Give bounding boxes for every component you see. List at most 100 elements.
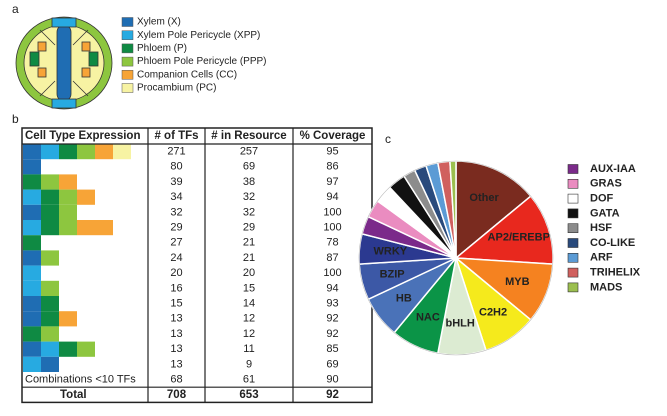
legend-swatch — [121, 17, 134, 27]
slice-label: WRKY — [374, 246, 408, 258]
legend-swatch — [121, 56, 134, 67]
table-cell: 257 — [240, 146, 258, 158]
expression-cell — [59, 174, 77, 190]
table-cell: 68 — [170, 374, 182, 386]
expression-cell — [23, 280, 41, 296]
table-cell: 13 — [170, 343, 182, 355]
table-cell: 94 — [326, 282, 338, 294]
table-cell: 61 — [243, 374, 255, 386]
slice-label: MYB — [505, 276, 530, 288]
expression-cell — [41, 174, 59, 190]
expression-cell — [23, 144, 41, 160]
table-cell: 92 — [326, 313, 338, 325]
expression-cell — [23, 189, 41, 205]
legend-swatch — [567, 238, 579, 248]
table-cell: 708 — [167, 389, 187, 401]
table-cell: 87 — [326, 252, 338, 264]
expression-cell — [23, 220, 41, 236]
expression-cell — [23, 159, 41, 175]
legend-swatch — [567, 164, 579, 174]
expression-cell — [23, 174, 41, 190]
slice-label: NAC — [416, 312, 440, 324]
expression-cell — [95, 220, 113, 236]
legend-label: CO-LIKE — [590, 237, 635, 249]
table-cell: 20 — [243, 267, 255, 279]
expression-cell — [41, 280, 59, 296]
expression-cell — [41, 296, 59, 312]
row-label: Combinations <10 TFs — [25, 374, 136, 386]
table-cell: 12 — [243, 328, 255, 340]
expression-cell — [41, 250, 59, 266]
table-cell: 14 — [243, 298, 255, 310]
expression-cell — [59, 341, 77, 357]
legend-label: Xylem (X) — [137, 17, 181, 28]
expression-cell — [113, 144, 131, 160]
legend-label: Phloem Pole Pericycle (PPP) — [137, 56, 267, 67]
expression-cell — [59, 144, 77, 160]
expression-cell — [23, 326, 41, 342]
table-cell: 29 — [243, 222, 255, 234]
root-section — [15, 16, 113, 110]
legend-swatch — [121, 43, 134, 54]
table-cell: 15 — [170, 298, 182, 310]
table-cell: 34 — [170, 191, 182, 203]
table-cell: 80 — [170, 161, 182, 173]
pie-outline — [358, 160, 554, 356]
legend-swatch — [121, 70, 134, 80]
expression-cell — [41, 311, 59, 327]
legend-label: DOF — [590, 193, 614, 205]
table-cell: 271 — [167, 146, 185, 158]
expression-cell — [23, 250, 41, 266]
table-cell: 97 — [326, 176, 338, 188]
expression-cell — [59, 189, 77, 205]
expression-cell — [41, 326, 59, 342]
expression-cell — [59, 220, 77, 236]
table-cell: 32 — [243, 191, 255, 203]
table-cell: 100 — [323, 267, 341, 279]
expression-cell — [41, 189, 59, 205]
legend-label: Phloem (P) — [137, 43, 187, 54]
legend-label: TRIHELIX — [590, 267, 641, 279]
legend-label: Xylem Pole Pericycle (XPP) — [137, 30, 260, 41]
table-header: % Coverage — [300, 130, 366, 142]
expression-cell — [77, 189, 95, 205]
legend-swatch — [567, 253, 579, 263]
table-header: # of TFs — [154, 130, 198, 142]
table-border — [21, 127, 373, 404]
expression-cell — [23, 265, 41, 281]
table-cell: 32 — [170, 206, 182, 218]
slice-label: HB — [396, 292, 412, 304]
table-cell: 92 — [326, 328, 338, 340]
table-cell: 94 — [326, 191, 338, 203]
legend-swatch — [121, 83, 134, 93]
panel-label: a — [12, 2, 19, 16]
slice-label: bHLH — [445, 318, 474, 330]
table-cell: 85 — [326, 343, 338, 355]
legend-swatch — [567, 208, 579, 219]
table-cell: 32 — [243, 206, 255, 218]
legend-label: MADS — [590, 281, 622, 293]
row-label: Total — [60, 389, 87, 401]
table-cell: 69 — [326, 358, 338, 370]
table-cell: 27 — [170, 237, 182, 249]
legend-swatch — [567, 223, 579, 233]
table-cell: 15 — [243, 282, 255, 294]
legend-label: AUX-IAA — [590, 163, 636, 175]
expression-cell — [23, 296, 41, 312]
slice-label: C2H2 — [479, 306, 507, 318]
table-cell: 21 — [243, 237, 255, 249]
expression-cell — [59, 311, 77, 327]
legend-swatch — [567, 193, 579, 204]
expression-cell — [41, 220, 59, 236]
expression-cell — [95, 144, 113, 160]
table-cell: 90 — [326, 374, 338, 386]
expression-cell — [77, 220, 95, 236]
table-cell: 39 — [170, 176, 182, 188]
table-cell: 11 — [243, 343, 254, 355]
expression-cell — [23, 235, 41, 251]
expression-cell — [41, 204, 59, 220]
panel-label: b — [12, 112, 19, 126]
table-cell: 92 — [326, 389, 339, 401]
expression-cell — [23, 311, 41, 327]
